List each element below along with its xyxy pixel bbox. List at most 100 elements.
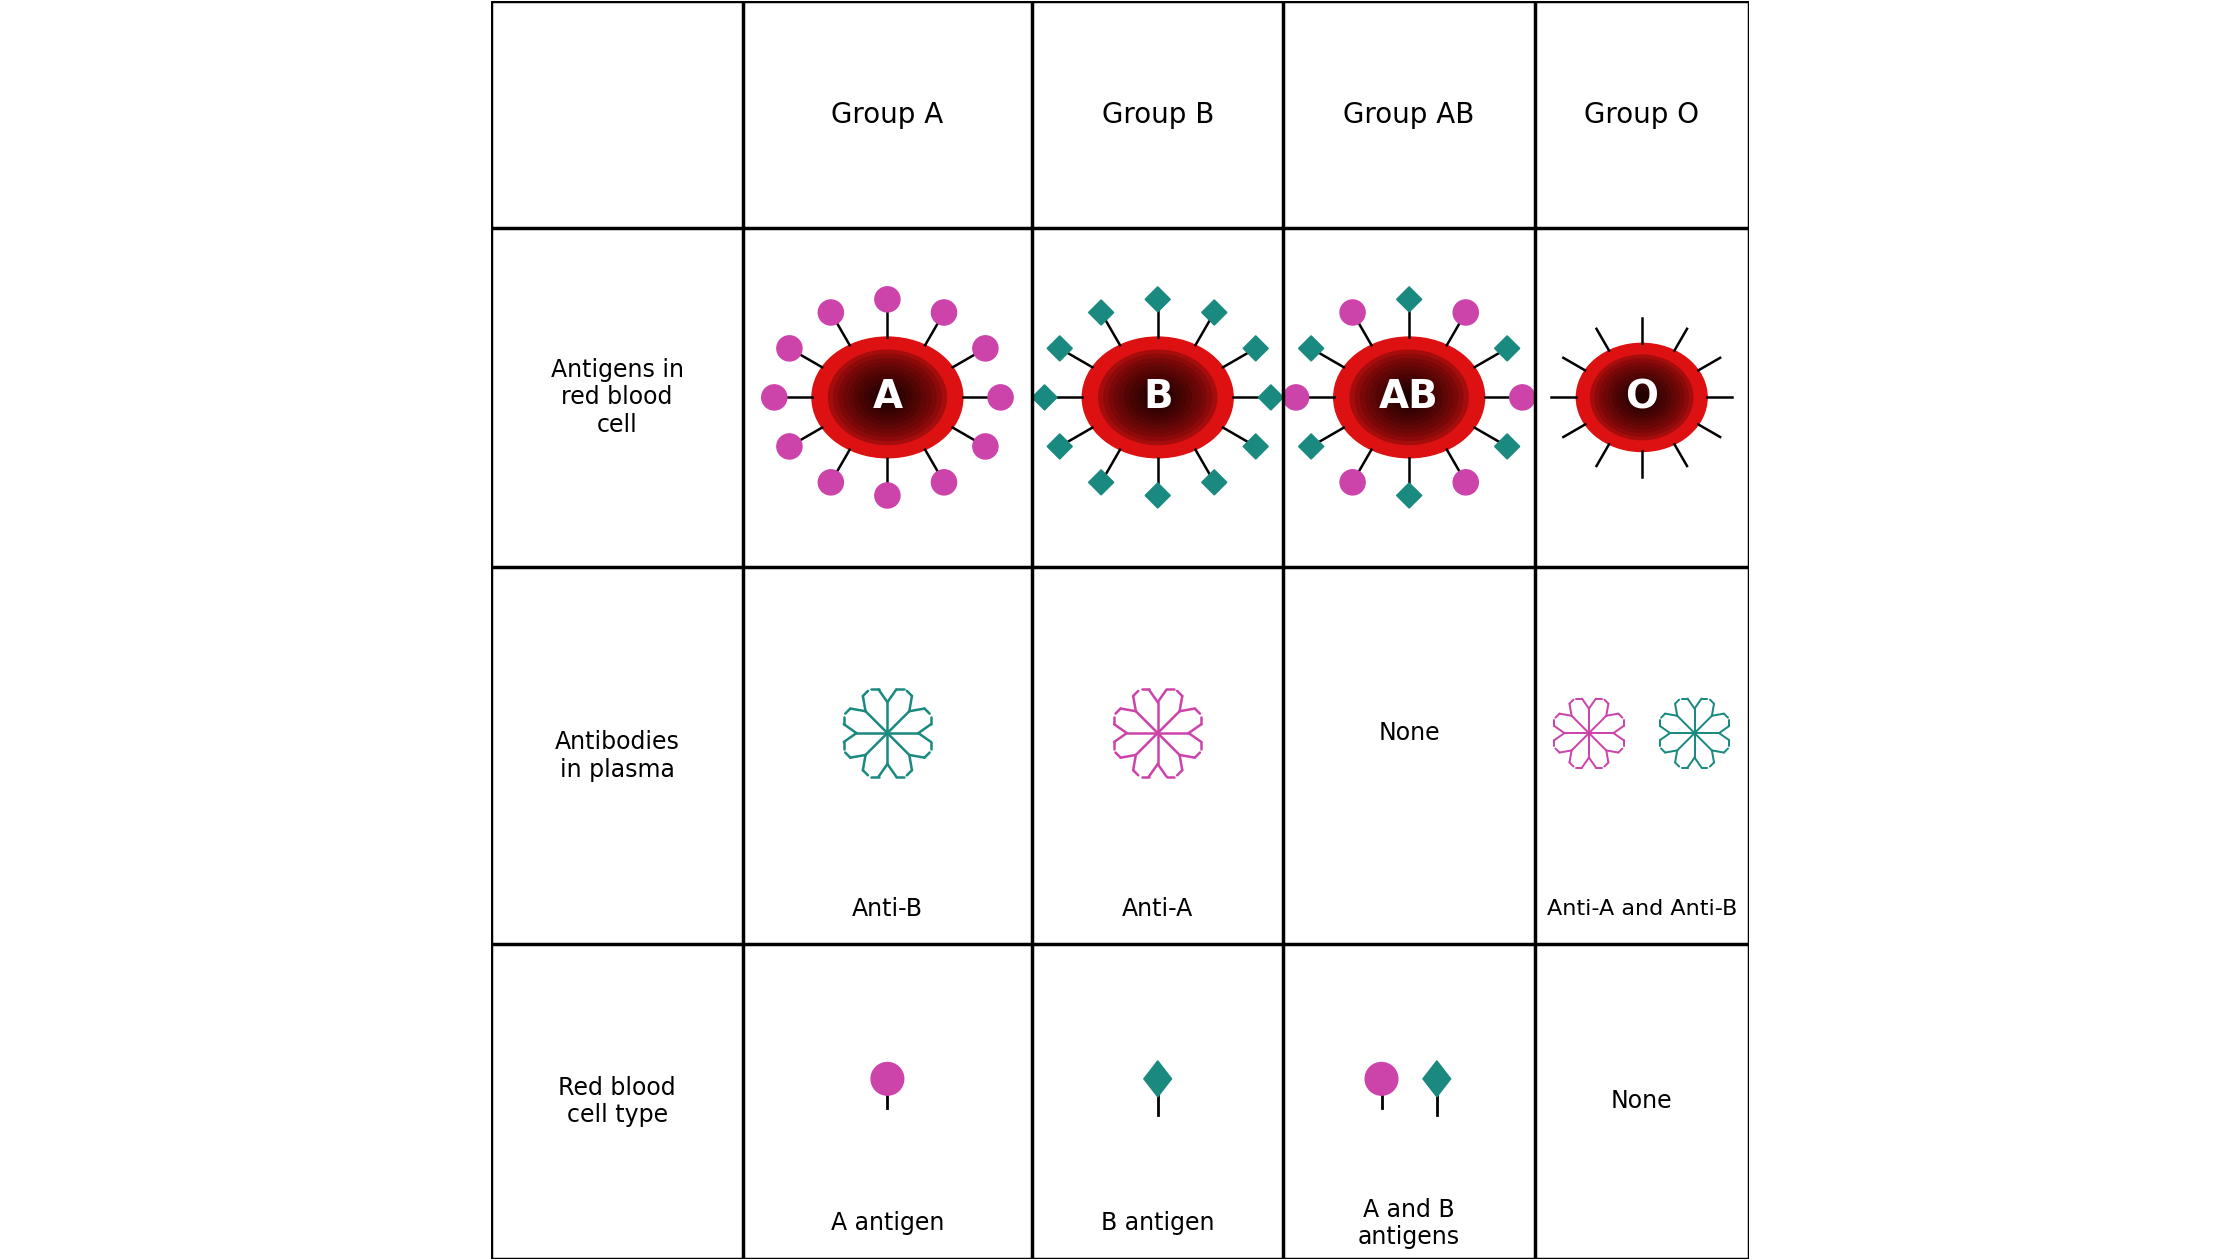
Ellipse shape <box>1109 358 1207 436</box>
Circle shape <box>932 300 956 325</box>
Circle shape <box>871 1062 903 1095</box>
Polygon shape <box>1243 433 1268 459</box>
Circle shape <box>818 470 844 495</box>
Circle shape <box>972 336 999 360</box>
Ellipse shape <box>1120 367 1196 428</box>
Ellipse shape <box>1617 377 1667 417</box>
Ellipse shape <box>1595 359 1689 436</box>
Text: None: None <box>1378 721 1440 745</box>
Ellipse shape <box>1355 354 1463 441</box>
Ellipse shape <box>1586 352 1698 444</box>
Ellipse shape <box>1626 384 1658 411</box>
Polygon shape <box>1089 300 1113 325</box>
Ellipse shape <box>1608 370 1676 425</box>
Ellipse shape <box>1371 367 1447 428</box>
Text: Antigens in
red blood
cell: Antigens in red blood cell <box>551 358 683 437</box>
Ellipse shape <box>1113 363 1201 432</box>
Ellipse shape <box>1577 344 1707 451</box>
Ellipse shape <box>1622 381 1662 413</box>
Ellipse shape <box>1136 379 1180 416</box>
Polygon shape <box>1145 1061 1172 1096</box>
Ellipse shape <box>1129 375 1185 420</box>
Polygon shape <box>1046 433 1073 459</box>
Ellipse shape <box>1631 388 1653 407</box>
Ellipse shape <box>1082 338 1234 457</box>
Ellipse shape <box>1391 383 1427 412</box>
Circle shape <box>1364 1062 1398 1095</box>
Ellipse shape <box>829 350 945 445</box>
Ellipse shape <box>849 367 925 428</box>
Ellipse shape <box>1375 370 1443 425</box>
Ellipse shape <box>1093 346 1221 449</box>
Text: A antigen: A antigen <box>831 1211 943 1235</box>
Polygon shape <box>1033 384 1057 410</box>
Ellipse shape <box>880 392 896 403</box>
Polygon shape <box>1145 287 1169 312</box>
Circle shape <box>777 433 802 459</box>
Text: A: A <box>871 378 903 416</box>
Ellipse shape <box>1360 358 1458 436</box>
Polygon shape <box>1243 336 1268 360</box>
Circle shape <box>762 384 786 410</box>
Text: Anti-A and Anti-B: Anti-A and Anti-B <box>1546 900 1736 919</box>
Polygon shape <box>1396 483 1422 508</box>
Ellipse shape <box>1604 367 1680 428</box>
Text: Anti-A: Anti-A <box>1122 897 1194 921</box>
Ellipse shape <box>1145 387 1172 407</box>
Text: Group A: Group A <box>831 101 943 129</box>
Text: Red blood
cell type: Red blood cell type <box>558 1076 676 1128</box>
Polygon shape <box>1089 470 1113 495</box>
Polygon shape <box>1299 336 1324 360</box>
Circle shape <box>988 384 1012 410</box>
Circle shape <box>1510 384 1534 410</box>
Ellipse shape <box>876 387 900 407</box>
Ellipse shape <box>1140 383 1176 412</box>
Circle shape <box>1454 300 1478 325</box>
Polygon shape <box>1201 300 1228 325</box>
Ellipse shape <box>1635 392 1649 403</box>
Ellipse shape <box>1149 392 1165 403</box>
Ellipse shape <box>1344 346 1474 449</box>
Ellipse shape <box>1599 363 1684 432</box>
Polygon shape <box>1201 470 1228 495</box>
Text: None: None <box>1611 1090 1673 1114</box>
Text: A and B
antigens: A and B antigens <box>1357 1197 1460 1250</box>
Ellipse shape <box>1613 373 1671 421</box>
Polygon shape <box>1396 287 1422 312</box>
Circle shape <box>1340 300 1364 325</box>
Ellipse shape <box>1100 350 1216 445</box>
Ellipse shape <box>1104 354 1212 441</box>
Circle shape <box>972 433 999 459</box>
Text: Anti-B: Anti-B <box>851 897 923 921</box>
Ellipse shape <box>1590 355 1693 440</box>
Text: B: B <box>1142 378 1172 416</box>
Ellipse shape <box>1382 375 1438 420</box>
Ellipse shape <box>1124 370 1192 425</box>
Ellipse shape <box>1366 363 1454 432</box>
Polygon shape <box>1046 336 1073 360</box>
Text: Group O: Group O <box>1584 101 1700 129</box>
Circle shape <box>876 483 900 508</box>
Circle shape <box>876 287 900 312</box>
Ellipse shape <box>833 354 941 441</box>
Circle shape <box>818 300 844 325</box>
Polygon shape <box>1145 483 1169 508</box>
Polygon shape <box>1259 384 1284 410</box>
Polygon shape <box>1299 433 1324 459</box>
Ellipse shape <box>860 375 916 420</box>
Text: Antibodies
in plasma: Antibodies in plasma <box>556 730 679 781</box>
Text: O: O <box>1626 378 1658 416</box>
Text: Group B: Group B <box>1102 101 1214 129</box>
Ellipse shape <box>844 363 932 432</box>
Ellipse shape <box>1402 392 1416 403</box>
Polygon shape <box>1494 336 1519 360</box>
Ellipse shape <box>1351 350 1467 445</box>
Circle shape <box>1340 470 1364 495</box>
Ellipse shape <box>869 383 905 412</box>
Polygon shape <box>1494 433 1519 459</box>
Text: B antigen: B antigen <box>1102 1211 1214 1235</box>
Ellipse shape <box>865 379 909 416</box>
Circle shape <box>932 470 956 495</box>
Ellipse shape <box>853 370 921 425</box>
Circle shape <box>777 336 802 360</box>
